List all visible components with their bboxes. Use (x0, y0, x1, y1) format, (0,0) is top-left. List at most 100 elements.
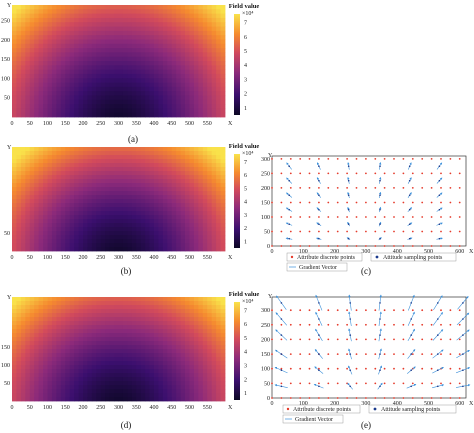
heatmap-cell (185, 82, 190, 88)
heatmap-cell (193, 305, 199, 310)
heatmap-cell (136, 78, 142, 83)
heatmap-cell (47, 297, 53, 302)
heatmap-cell (96, 247, 102, 252)
heatmap-cell (216, 219, 221, 224)
heatmap-cell (131, 13, 137, 19)
heatmap-cell (162, 243, 168, 248)
attribute-point (308, 245, 311, 247)
heatmap-cell (96, 373, 102, 378)
heatmap-cell (189, 381, 195, 386)
heatmap-cell (118, 381, 124, 386)
heatmap-cell (216, 321, 221, 326)
heatmap-cell (74, 239, 79, 244)
heatmap-cell (38, 26, 44, 32)
heatmap-cell (25, 61, 31, 66)
heatmap-cell (74, 13, 79, 19)
heatmap-cell (100, 393, 106, 398)
heatmap-cell (105, 313, 111, 318)
heatmap-cell (127, 207, 133, 212)
heatmap-cell (136, 223, 142, 228)
heatmap-cell (162, 239, 168, 244)
heatmap-cell (47, 235, 53, 240)
heatmap-cell (105, 147, 111, 152)
heatmap-cell (211, 381, 217, 386)
heatmap-cell (12, 73, 17, 79)
heatmap-cell (176, 223, 182, 228)
heatmap-cell (193, 235, 199, 240)
heatmap-cell (136, 301, 142, 306)
heatmap-cell (47, 199, 53, 204)
heatmap-cell (47, 26, 53, 32)
heatmap-cell (140, 159, 146, 164)
heatmap-cell (127, 191, 133, 196)
heatmap-cell (34, 313, 40, 318)
heatmap-cell (16, 199, 22, 204)
heatmap-cell (154, 199, 159, 204)
heatmap-cell (198, 17, 204, 23)
heatmap-cell (149, 365, 155, 370)
heatmap-cell (96, 52, 102, 58)
heatmap-cell (171, 369, 177, 374)
heatmap-cell (216, 9, 221, 15)
heatmap-cell (149, 309, 155, 314)
heatmap-cell (207, 345, 213, 350)
heatmap-cell (69, 393, 75, 398)
heatmap-cell (158, 353, 164, 358)
heatmap-cell (20, 203, 26, 208)
heatmap-cell (207, 389, 213, 394)
heatmap-cell (211, 369, 217, 374)
heatmap-cell (109, 219, 115, 224)
heatmap-cell (176, 381, 182, 386)
heatmap-cell (34, 9, 40, 15)
heatmap-cell (114, 309, 119, 314)
heatmap-cell (47, 309, 53, 314)
heatmap-cell (47, 147, 53, 152)
heatmap-cell (118, 155, 124, 160)
heatmap-cell (202, 17, 208, 23)
heatmap-cell (114, 112, 119, 118)
heatmap-cell (176, 333, 182, 338)
heatmap-cell (149, 35, 155, 40)
heatmap-cell (38, 309, 44, 314)
heatmap-cell (78, 325, 84, 330)
heatmap-cell (140, 195, 146, 200)
heatmap-cell (74, 199, 79, 204)
heatmap-cell (51, 243, 57, 248)
heatmap-cell (60, 108, 66, 114)
heatmap-cell (12, 30, 17, 36)
heatmap-cell (131, 5, 137, 10)
heatmap-cell (65, 52, 71, 58)
heatmap-cell (100, 329, 106, 334)
heatmap-cell (74, 91, 79, 96)
heatmap-cell (43, 183, 48, 188)
colorbar-exponent-a: ×10⁴ (242, 11, 253, 17)
heatmap-cell (154, 13, 159, 19)
heatmap-cell (25, 349, 31, 354)
heatmap-cell (87, 357, 93, 362)
heatmap-cell (47, 163, 53, 168)
heatmap-cell (131, 321, 137, 326)
heatmap-cell (38, 243, 44, 248)
heatmap-cell (83, 13, 88, 19)
heatmap-cell (171, 183, 177, 188)
x-tick-label: 250 (96, 255, 105, 261)
heatmap-cell (12, 219, 17, 224)
heatmap-cell (122, 30, 128, 36)
heatmap-cell (154, 243, 159, 248)
heatmap-cell (114, 301, 119, 306)
heatmap-cell (171, 78, 177, 83)
heatmap-cell (193, 187, 199, 192)
heatmap-cell (202, 325, 208, 330)
heatmap-cell (51, 397, 57, 402)
y-tick-label: 100 (261, 367, 270, 373)
heatmap-cell (29, 325, 35, 330)
heatmap-cell (25, 365, 31, 370)
heatmap-cell (189, 82, 195, 88)
heatmap-cell (69, 112, 75, 118)
heatmap-cell (43, 199, 48, 204)
heatmap-cell (69, 215, 75, 220)
heatmap-cell (38, 301, 44, 306)
heatmap-cell (87, 187, 93, 192)
heatmap-cell (114, 52, 119, 58)
heatmap-cell (185, 22, 190, 27)
